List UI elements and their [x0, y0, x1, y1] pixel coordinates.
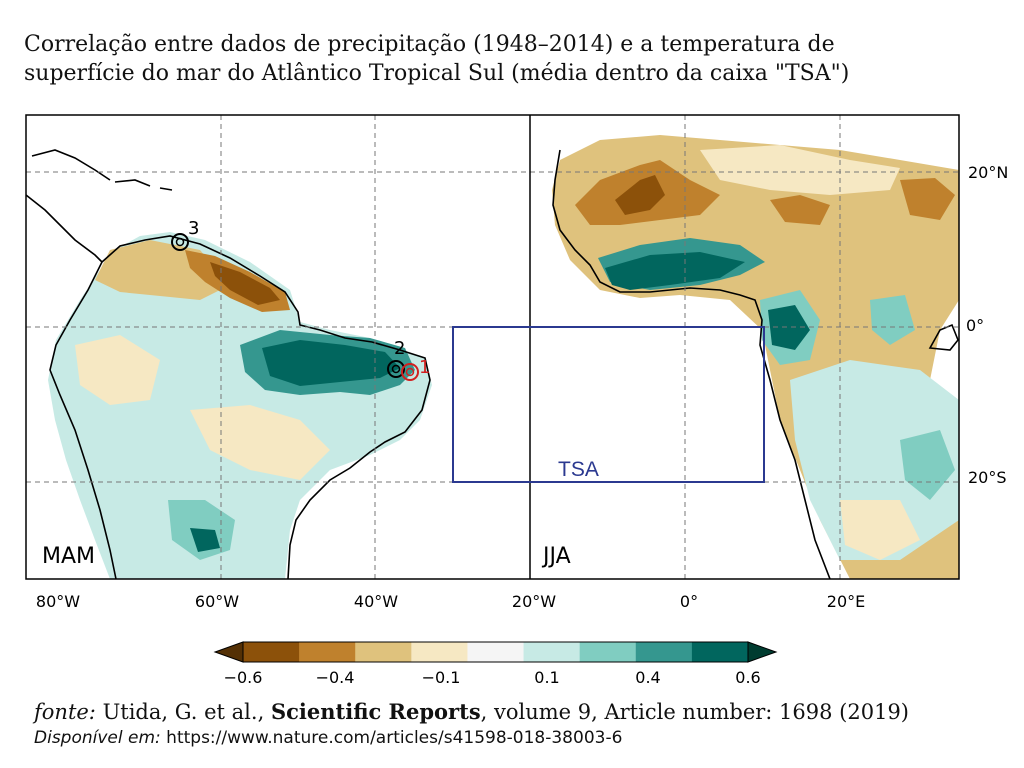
brown-patch-central — [770, 195, 830, 225]
cb-tick-3: −0.1 — [422, 668, 461, 687]
source-authors: Utida, G. et al., — [102, 700, 265, 724]
cb-tick-2: −0.4 — [316, 668, 355, 687]
cb-tick-6: 0.6 — [735, 668, 760, 687]
south-america-field — [48, 232, 432, 579]
source-url[interactable]: https://www.nature.com/articles/s41598-0… — [166, 728, 623, 748]
colorbar-right-arrow — [747, 641, 778, 663]
colorbar-segment-2 — [299, 642, 356, 662]
coastline-south-america — [101, 235, 431, 579]
teal-patch-southern-africa — [790, 360, 959, 560]
cream-patch-southeast — [840, 500, 920, 560]
colorbar-frame — [242, 641, 749, 663]
cream-patch-west — [75, 335, 160, 405]
colorbar-segment-1 — [243, 642, 300, 662]
colorbar-tick-labels: −0.6 −0.4 −0.1 0.1 0.4 0.6 — [224, 668, 761, 687]
colorbar-segment-6 — [523, 642, 581, 662]
cream-patch-sahel — [700, 145, 900, 195]
colorbar-left-arrow — [213, 641, 244, 663]
marker-site-3: 3 — [171, 218, 199, 251]
source-caption: fonte: Utida, G. et al., Scientific Repo… — [34, 699, 909, 724]
colorbar-segment-9 — [691, 642, 749, 662]
lat-tick-labels: 20°N 0° 20°S — [966, 163, 1008, 487]
coastline-west — [49, 261, 117, 579]
availability-caption: Disponível em: https://www.nature.com/ar… — [34, 728, 622, 748]
colorbar-segments — [243, 642, 749, 662]
lon-tick-80w: 80°W — [36, 592, 80, 611]
marker-label-2: 2 — [394, 338, 405, 359]
cb-tick-4: 0.1 — [534, 668, 559, 687]
darkbrown-patch-west-africa — [615, 175, 665, 215]
plot-border — [25, 114, 960, 580]
tsa-box-label: TSA — [558, 458, 599, 481]
lat-tick-0: 0° — [966, 316, 984, 335]
source-details: , volume 9, Article number: 1698 (2019) — [480, 700, 909, 724]
panel-jja — [530, 115, 959, 579]
marker-label-1: 1 — [419, 357, 430, 378]
coastline-caribbean — [31, 149, 173, 191]
source-prefix: fonte: — [34, 700, 96, 724]
lon-tick-60w: 60°W — [195, 592, 239, 611]
lat-tick-20s: 20°S — [968, 468, 1007, 487]
colorbar-segment-5 — [467, 642, 525, 662]
darkteal-patch-guinea — [605, 252, 745, 290]
coastline-madagascar — [928, 323, 959, 351]
colorbar-segment-4 — [411, 642, 468, 662]
darkteal-patch-south — [190, 528, 220, 552]
dark-brown-core — [210, 262, 280, 305]
lon-tick-40w: 40°W — [354, 592, 398, 611]
marker-site-1: 1 — [401, 357, 430, 381]
marker-site-2: 2 — [387, 338, 405, 378]
colorbar-segment-8 — [635, 642, 693, 662]
grid-left — [26, 115, 530, 579]
darkteal-patch-gabon — [768, 305, 810, 350]
source-journal: Scientific Reports — [270, 699, 481, 724]
lon-tick-20e: 20°E — [827, 592, 865, 611]
title-line-1: Correlação entre dados de precipitação (… — [24, 32, 835, 57]
lon-tick-20w: 20°W — [512, 592, 556, 611]
available-prefix: Disponível em: — [34, 728, 161, 748]
darkteal-patch-nordeste — [262, 340, 400, 386]
lon-tick-labels: 80°W 60°W 40°W 20°W 0° 20°E — [36, 592, 865, 611]
brown-patch-east — [900, 178, 955, 220]
cb-tick-1: −0.6 — [224, 668, 263, 687]
teal-patch-east-2 — [870, 295, 915, 345]
chart-title: Correlação entre dados de precipitação (… — [24, 30, 984, 88]
marker-label-3: 3 — [188, 218, 199, 239]
lon-tick-0: 0° — [680, 592, 698, 611]
lat-tick-20n: 20°N — [968, 163, 1008, 182]
colorbar-segment-7 — [579, 642, 637, 662]
cb-tick-5: 0.4 — [635, 668, 660, 687]
panel-label-jja: JJA — [541, 544, 571, 569]
panel-mam — [26, 115, 530, 579]
panel-label-mam: MAM — [42, 544, 95, 569]
teal-patch-southeast — [900, 430, 955, 500]
coastline-central-america — [26, 194, 103, 263]
colorbar: −0.6 −0.4 −0.1 0.1 0.4 0.6 — [213, 641, 778, 687]
cream-patch-central — [190, 405, 330, 480]
colorbar-segment-3 — [355, 642, 412, 662]
coastline-africa — [552, 149, 831, 579]
tsa-box — [452, 326, 765, 483]
title-line-2: superfície do mar do Atlântico Tropical … — [24, 61, 850, 86]
